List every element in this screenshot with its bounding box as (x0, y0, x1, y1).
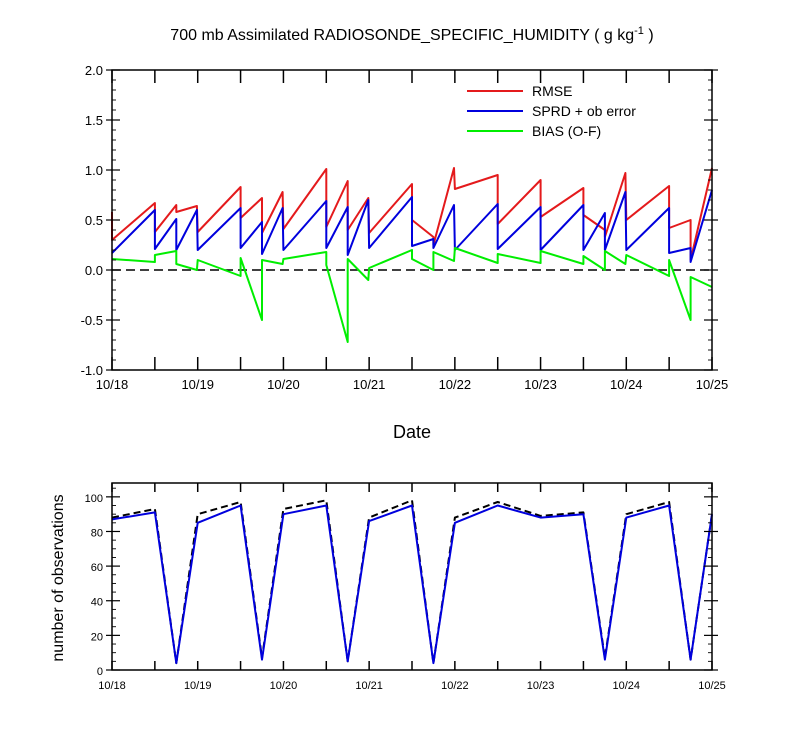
bottom-series-group (111, 499, 713, 665)
y-axis-title-observations: number of observations (50, 494, 67, 661)
legend: RMSE SPRD + ob error BIAS (O-F) (467, 83, 636, 139)
bottom-y-tick-label: 40 (91, 597, 103, 609)
bottom-x-tick-label: 10/25 (698, 680, 726, 692)
top-y-tick-label: 0.5 (85, 213, 103, 228)
bottom-x-tick-label: 10/20 (270, 680, 298, 692)
legend-label-rmse: RMSE (532, 83, 572, 99)
legend-label-bias: BIAS (O-F) (532, 123, 601, 139)
top-x-tick-label: 10/20 (267, 377, 300, 392)
top-y-tick-label: -0.5 (81, 313, 103, 328)
top-axis-ticks: 10/18 10/19 10/20 10/21 10/22 10/23 10/24 10/25… (81, 63, 729, 392)
bottom-x-tick-label: 10/19 (184, 680, 212, 692)
top-x-tick-label: 10/25 (696, 377, 729, 392)
bottom-x-tick-label: 10/22 (441, 680, 469, 692)
bottom-x-tick-label: 10/18 (98, 680, 126, 692)
bottom-y-tick-label: 60 (91, 562, 103, 574)
bottom-series-possible (111, 499, 713, 665)
bottom-x-tick-label: 10/24 (613, 680, 641, 692)
bottom-y-tick-label: 0 (97, 666, 103, 678)
top-x-tick-label: 10/22 (439, 377, 472, 392)
x-axis-title: Date (393, 422, 431, 442)
top-series-sprd-ob-error (111, 189, 713, 263)
bottom-y-tick-label: 20 (91, 631, 103, 643)
top-y-tick-label: 1.5 (85, 113, 103, 128)
legend-label-sprd: SPRD + ob error (532, 103, 636, 119)
top-x-tick-label: 10/21 (353, 377, 386, 392)
bottom-y-tick-label: 100 (85, 493, 103, 505)
top-x-tick-label: 10/19 (181, 377, 214, 392)
top-y-tick-label: 0.0 (85, 263, 103, 278)
top-x-tick-label: 10/24 (610, 377, 643, 392)
top-series-group (111, 167, 713, 343)
top-series-bias-o-f (111, 247, 713, 343)
top-y-tick-label: -1.0 (81, 363, 103, 378)
chart-title: 700 mb Assimilated RADIOSONDE_SPECIFIC_H… (170, 25, 653, 44)
bottom-x-tick-label: 10/21 (355, 680, 383, 692)
bottom-panel: 10/18 10/19 10/20 10/21 10/22 10/23 10/24 10/25… (50, 482, 726, 692)
top-plot-frame (111, 69, 713, 371)
bottom-x-tick-label: 10/23 (527, 680, 555, 692)
bottom-axis-ticks: 10/18 10/19 10/20 10/21 10/22 10/23 10/24 10/25… (85, 483, 726, 692)
top-y-tick-label: 2.0 (85, 63, 103, 78)
top-x-tick-label: 10/23 (524, 377, 557, 392)
bottom-plot-frame (111, 482, 713, 671)
top-y-tick-label: 1.0 (85, 163, 103, 178)
top-panel: 10/18 10/19 10/20 10/21 10/22 10/23 10/24 10/25… (81, 63, 729, 442)
bottom-series-used (111, 504, 713, 665)
top-x-tick-label: 10/18 (96, 377, 129, 392)
bottom-y-tick-label: 80 (91, 527, 103, 539)
